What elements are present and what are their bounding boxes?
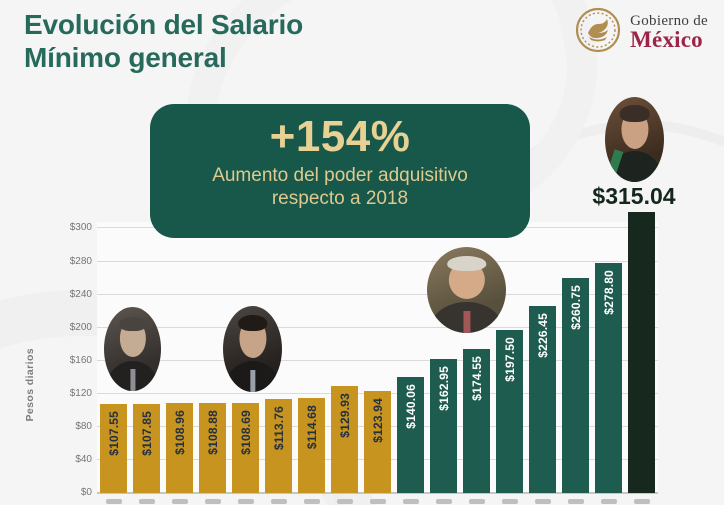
- bar: $108.96: [166, 403, 193, 493]
- portrait-tie: [462, 310, 471, 333]
- x-axis-label-fragment: [238, 499, 254, 504]
- portrait-hair: [619, 104, 650, 122]
- bar: $108.69: [232, 403, 259, 493]
- coat-of-arms-icon: [575, 7, 621, 58]
- y-axis-tick-label: $300: [69, 222, 92, 233]
- bar: $107.85: [133, 404, 160, 493]
- bar: $174.55: [463, 349, 490, 493]
- highlight-subtitle: Aumento del poder adquisitivo respecto a…: [150, 164, 530, 210]
- bar-value-label: $108.88: [205, 410, 220, 455]
- bar-value-label: $140.06: [403, 384, 418, 429]
- gridline: [97, 261, 658, 262]
- gobierno-de-mexico-logo: Gobierno de México: [575, 7, 708, 58]
- bar-value-label: $107.85: [139, 411, 154, 456]
- highlight-subtitle-line2: respecto a 2018: [271, 188, 409, 210]
- bar: $123.94: [364, 391, 391, 493]
- portrait-tie: [129, 369, 136, 391]
- y-axis-tick-label: $0: [80, 487, 92, 498]
- x-axis-label-fragment: [601, 499, 617, 504]
- portrait-hair: [446, 255, 487, 272]
- x-axis-label-fragment: [568, 499, 584, 504]
- portrait-hair: [237, 314, 268, 331]
- portrait-sheinbaum: [605, 97, 664, 182]
- y-axis-tick-label: $240: [69, 289, 92, 300]
- x-axis-label-fragment: [139, 499, 155, 504]
- page-title-line2: Mínimo general: [24, 42, 227, 73]
- x-axis-label-fragment: [535, 499, 551, 504]
- bar: [628, 212, 655, 493]
- bar-value-label: $278.80: [601, 270, 616, 315]
- y-axis-tick-label: $200: [69, 322, 92, 333]
- bar: $140.06: [397, 377, 424, 493]
- bar: $114.68: [298, 398, 325, 493]
- bar: $108.88: [199, 403, 226, 493]
- bar: $197.50: [496, 330, 523, 493]
- bar-value-label: $226.45: [535, 313, 550, 358]
- x-axis-label-fragment: [337, 499, 353, 504]
- logo-org-prefix: Gobierno de: [630, 12, 708, 29]
- bar: $278.80: [595, 263, 622, 493]
- bar-value-label: $123.94: [370, 398, 385, 443]
- y-axis-tick-label: $120: [69, 388, 92, 399]
- x-axis-label-fragment: [403, 499, 419, 504]
- portrait-pena-nieto: [223, 306, 282, 392]
- bar-value-label: $174.55: [469, 356, 484, 401]
- x-axis-label-fragment: [304, 499, 320, 504]
- bar-value-label: $108.96: [172, 410, 187, 455]
- bar-value-label: $162.95: [436, 366, 451, 411]
- x-axis-label-fragment: [172, 499, 188, 504]
- x-axis-label-fragment: [106, 499, 122, 504]
- y-axis-tick-label: $280: [69, 256, 92, 267]
- y-axis-tick-label: $40: [75, 454, 92, 465]
- y-axis-tick-label: $160: [69, 355, 92, 366]
- y-axis-title: Pesos diarios: [24, 348, 36, 422]
- x-axis-label-fragment: [271, 499, 287, 504]
- bar: $260.75: [562, 278, 589, 493]
- bar-value-label: $197.50: [502, 337, 517, 382]
- x-axis-label-fragment: [469, 499, 485, 504]
- bar: $113.76: [265, 399, 292, 493]
- bar-value-label: $114.68: [304, 405, 319, 450]
- highlight-subtitle-line1: Aumento del poder adquisitivo: [212, 165, 468, 186]
- bar: $107.55: [100, 404, 127, 493]
- page-title-line1: Evolución del Salario: [24, 9, 303, 40]
- bar-value-label: $108.69: [238, 410, 253, 455]
- bar: $162.95: [430, 359, 457, 493]
- bar-value-label: $113.76: [271, 406, 286, 451]
- portrait-hair: [118, 317, 147, 331]
- latest-value-label: $315.04: [592, 183, 676, 209]
- highlight-box: +154% Aumento del poder adquisitivo resp…: [150, 104, 530, 238]
- x-axis-label-fragment: [205, 499, 221, 504]
- y-axis-tick-label: $80: [75, 421, 92, 432]
- logo-text: Gobierno de México: [630, 13, 708, 53]
- portrait-amlo: [427, 247, 506, 333]
- bar: $129.93: [331, 386, 358, 493]
- bar-value-label: $107.55: [106, 411, 121, 456]
- logo-org-name: México: [630, 26, 703, 52]
- x-axis-label-fragment: [436, 499, 452, 504]
- bar-value-label: $129.93: [337, 393, 352, 438]
- highlight-headline: +154%: [269, 112, 411, 161]
- bar-value-label: $260.75: [568, 285, 583, 330]
- portrait-tie: [249, 369, 256, 392]
- x-axis-label-fragment: [370, 499, 386, 504]
- portrait-calderon: [104, 307, 161, 391]
- bar: $226.45: [529, 306, 556, 493]
- x-axis-label-fragment: [502, 499, 518, 504]
- x-axis-label-fragment: [634, 499, 650, 504]
- page-title: Evolución del Salario Mínimo general: [24, 8, 414, 74]
